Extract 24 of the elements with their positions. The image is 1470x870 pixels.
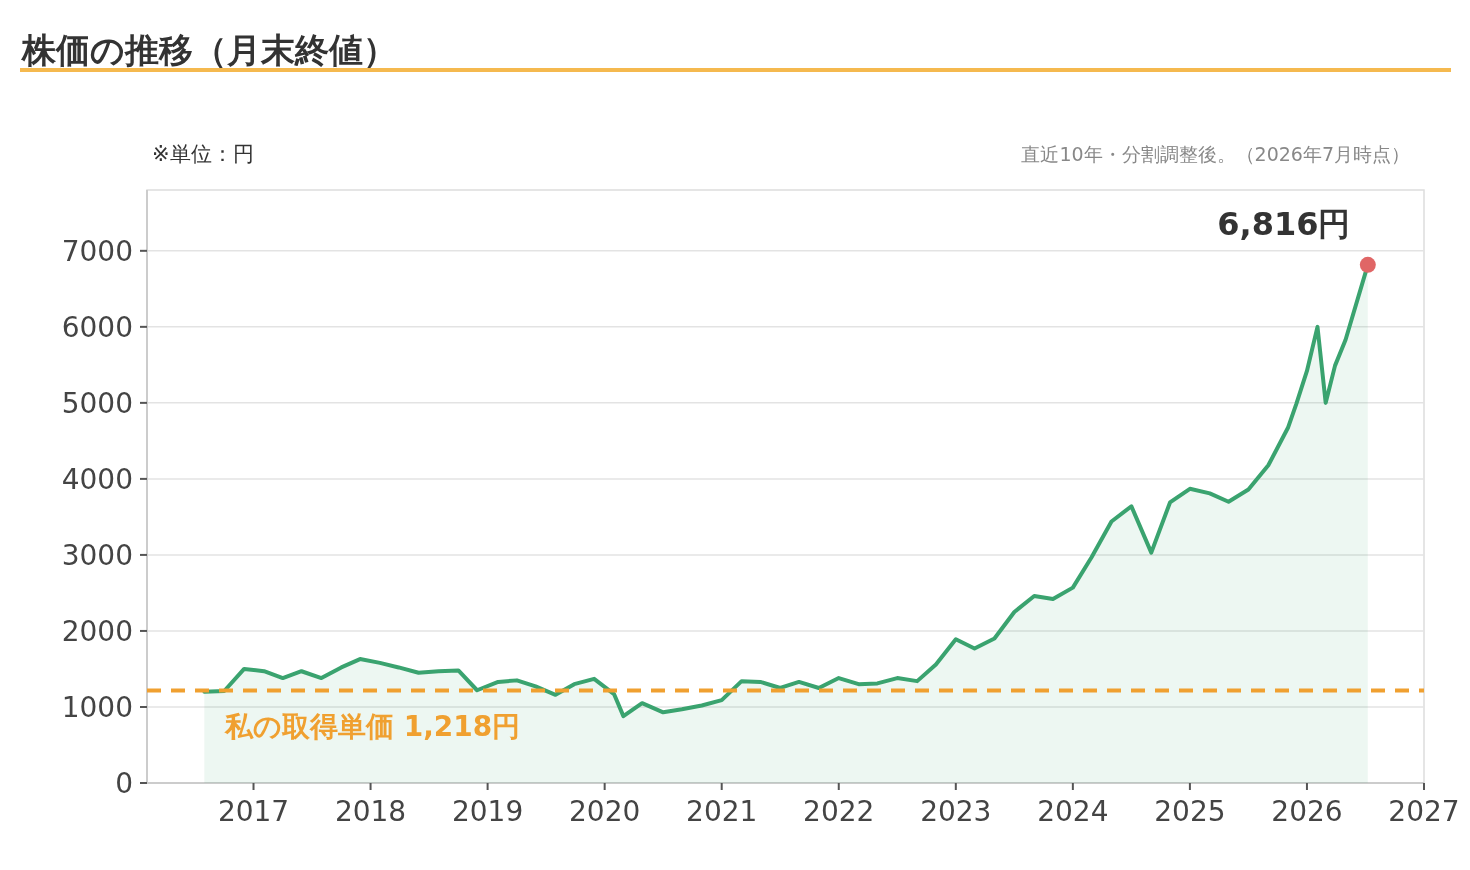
x-tick-label: 2024: [1037, 795, 1109, 828]
x-tick-label: 2019: [451, 795, 524, 828]
y-tick-label: 2000: [61, 614, 133, 648]
y-tick-label: 1000: [61, 690, 133, 724]
text: 直近10年・分割調整後。（2026年7月時点）: [1021, 143, 1410, 165]
y-tick-label: 0: [115, 767, 133, 800]
y-tick-label: 6000: [61, 310, 133, 344]
y-tick-label: 5000: [61, 386, 133, 420]
y-axis-title: ※単位：円: [152, 142, 254, 166]
x-tick-label: 2022: [803, 795, 875, 828]
chart-title: 株価の推移（月末終値）: [20, 30, 397, 70]
y-tick-label: 4000: [61, 462, 133, 496]
y-tick-label: 3000: [61, 538, 133, 572]
y-tick-label: 7000: [61, 234, 133, 268]
x-tick-label: 2026: [1271, 795, 1343, 828]
x-tick-label: 2017: [217, 795, 290, 828]
x-tick-label: 2021: [686, 795, 758, 828]
x-tick-label: 2025: [1154, 795, 1226, 828]
x-tick-label: 2018: [334, 795, 407, 828]
annotation: 6,816円: [1217, 204, 1351, 243]
x-tick-label: 2023: [920, 795, 992, 828]
x-tick-label: 2020: [569, 795, 641, 828]
ref-line-label: 私の取得単価 1,218円: [224, 710, 521, 744]
x-tick-label: 2027: [1388, 795, 1460, 828]
